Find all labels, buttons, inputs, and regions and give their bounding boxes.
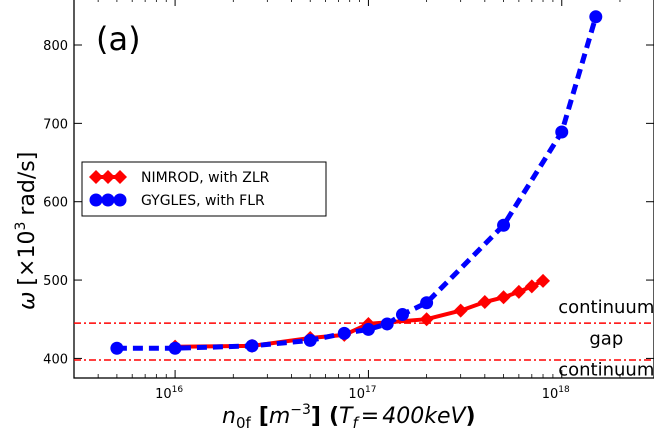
data-point-circle [303, 333, 317, 347]
data-point-circle [395, 308, 409, 322]
y-tick-label: 800 [43, 39, 68, 54]
legend-label-nimrod: NIMROD, with ZLR [141, 170, 270, 186]
data-point-circle [380, 317, 394, 331]
ylabel-exp: 3 [13, 222, 29, 231]
xlabel-bracket-close: ] [311, 404, 321, 429]
annotation-group: continuum gap continuum [558, 297, 654, 381]
plot-frame [73, 0, 654, 379]
x-tick-label: 1016 [155, 385, 183, 402]
data-point-diamond [536, 273, 551, 288]
data-point-circle [337, 326, 351, 340]
data-point-diamond [496, 290, 511, 305]
xlabel-var: n [222, 404, 236, 429]
data-point-circle [497, 218, 511, 232]
data-point-circle [555, 125, 569, 139]
xlabel-tval: 400keV [382, 404, 467, 429]
x-tick-label: 1017 [348, 385, 376, 402]
xlabel-T: T [339, 404, 354, 429]
xlabel-Tsub: f [353, 414, 361, 432]
legend-marker-circle [113, 193, 127, 207]
xlabel-eq: = [361, 404, 379, 429]
x-axis-label: n0f [m−3] (Tf = 400keV) [222, 402, 476, 432]
ylabel-bracket-close: ] [15, 152, 40, 161]
legend-marker-circle [101, 193, 115, 207]
xlabel-unit-m: m [269, 404, 290, 429]
data-point-diamond [477, 295, 492, 309]
series-line [116, 16, 599, 351]
data-point-circle [420, 296, 434, 310]
legend-label-gygles: GYGLES, with FLR [141, 193, 265, 209]
ylabel-bracket-open: [ [15, 277, 40, 286]
data-point-circle [110, 341, 124, 355]
data-point-diamond [419, 312, 434, 327]
data-point-circle [589, 10, 603, 24]
region-annotation: gap [589, 328, 623, 349]
region-annotation: continuum [558, 360, 654, 381]
legend-marker-diamond [89, 170, 103, 184]
region-annotation: continuum [558, 297, 654, 318]
legend-marker-diamond [101, 170, 115, 184]
series-group [110, 10, 603, 355]
legend-marker-circle [89, 193, 103, 207]
data-point-diamond [511, 284, 526, 299]
series-line [175, 279, 544, 349]
y-axis-label: ω [×103 rad/s] [13, 152, 40, 310]
data-point-circle [361, 322, 375, 336]
y-tick-label: 700 [43, 117, 68, 132]
data-point-circle [168, 341, 182, 355]
data-point-diamond [453, 303, 468, 318]
y-tick-label: 500 [43, 274, 68, 289]
xlabel-paren-open: ( [329, 404, 339, 429]
legend-marker-diamond [113, 170, 127, 184]
xlabel-bracket-open: [ [259, 404, 269, 429]
legend: NIMROD, with ZLR GYGLES, with FLR [81, 161, 327, 217]
ylabel-omega: ω [15, 292, 40, 310]
legend-markers [89, 170, 127, 207]
data-point-circle [245, 339, 259, 353]
xlabel-paren-close: ) [466, 404, 476, 429]
x-tick-label: 1018 [542, 385, 570, 402]
legend-box [81, 161, 327, 217]
data-point-diamond [524, 279, 539, 294]
xlabel-sub: 0f [236, 414, 252, 432]
tick-group: 400 500 600 700 800 1016 1017 1018 [43, 0, 654, 402]
y-tick-label: 600 [43, 196, 68, 211]
ylabel-times: × [15, 259, 40, 277]
y-tick-label: 400 [43, 352, 68, 367]
ylabel-unit: rad/s [15, 160, 40, 215]
xlabel-unit-exp: −3 [290, 402, 311, 418]
ylabel-base: 10 [15, 231, 40, 259]
panel-label: (a) [96, 20, 141, 58]
